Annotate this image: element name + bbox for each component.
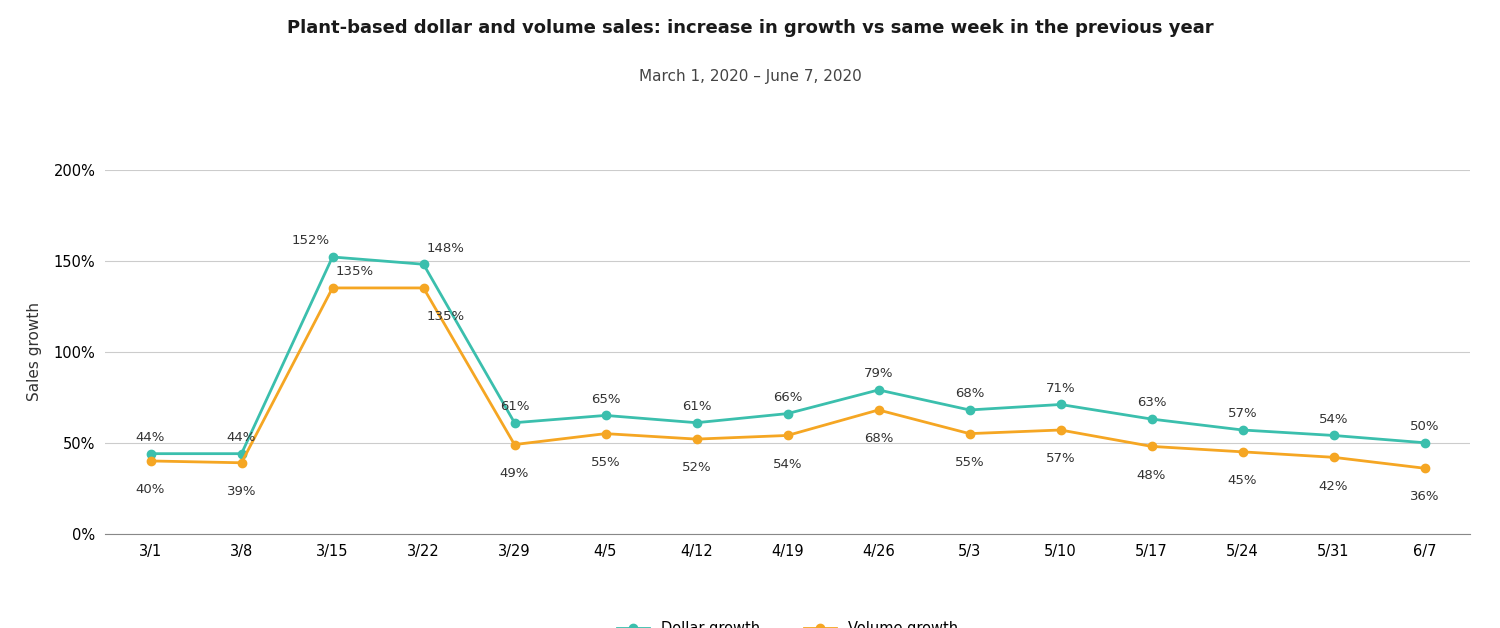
Text: 39%: 39% [226, 485, 256, 498]
Volume growth [778, 431, 796, 439]
Legend: Dollar growth, Volume growth: Dollar growth, Volume growth [618, 621, 957, 628]
Dollar growth [687, 419, 705, 426]
Text: 71%: 71% [1046, 382, 1076, 395]
Text: 68%: 68% [864, 432, 892, 445]
Volume growth [960, 430, 978, 437]
Text: 63%: 63% [1137, 396, 1167, 409]
Text: 79%: 79% [864, 367, 894, 380]
Volume growth [1416, 465, 1434, 472]
Dollar growth [1143, 415, 1161, 423]
Dollar growth [778, 410, 796, 418]
Volume growth [324, 284, 342, 291]
Dollar growth [870, 386, 888, 394]
Dollar growth [324, 253, 342, 261]
Volume growth [1324, 453, 1342, 461]
Dollar growth [1416, 439, 1434, 447]
Dollar growth [232, 450, 250, 457]
Volume growth [1143, 443, 1161, 450]
Text: 48%: 48% [1137, 468, 1166, 482]
Dollar growth [1233, 426, 1251, 434]
Text: 61%: 61% [500, 400, 530, 413]
Text: 45%: 45% [1227, 474, 1257, 487]
Dollar growth [141, 450, 159, 457]
Dollar growth [506, 419, 524, 426]
Text: 55%: 55% [954, 456, 984, 469]
Text: 57%: 57% [1046, 452, 1076, 465]
Text: 135%: 135% [426, 310, 465, 323]
Text: 135%: 135% [336, 265, 374, 278]
Text: 148%: 148% [427, 242, 465, 254]
Volume growth [414, 284, 432, 291]
Volume growth [597, 430, 615, 437]
Volume growth [506, 441, 524, 448]
Text: 44%: 44% [136, 431, 165, 444]
Volume growth [1052, 426, 1070, 434]
Volume growth [141, 457, 159, 465]
Text: 55%: 55% [591, 456, 621, 469]
Line: Volume growth: Volume growth [147, 284, 1428, 472]
Text: 44%: 44% [226, 431, 256, 444]
Text: 54%: 54% [772, 458, 802, 470]
Text: 50%: 50% [1410, 420, 1440, 433]
Text: 42%: 42% [1318, 480, 1348, 492]
Text: Plant-based dollar and volume sales: increase in growth vs same week in the prev: Plant-based dollar and volume sales: inc… [286, 19, 1214, 37]
Y-axis label: Sales growth: Sales growth [27, 302, 42, 401]
Volume growth [232, 459, 250, 467]
Text: 57%: 57% [1227, 408, 1257, 420]
Volume growth [1233, 448, 1251, 456]
Volume growth [870, 406, 888, 414]
Text: March 1, 2020 – June 7, 2020: March 1, 2020 – June 7, 2020 [639, 69, 861, 84]
Text: 49%: 49% [500, 467, 530, 480]
Text: 61%: 61% [681, 400, 711, 413]
Dollar growth [1052, 401, 1070, 408]
Text: 152%: 152% [291, 234, 330, 247]
Dollar growth [1324, 431, 1342, 439]
Text: 52%: 52% [681, 462, 711, 474]
Text: 40%: 40% [136, 483, 165, 496]
Dollar growth [597, 412, 615, 420]
Text: 65%: 65% [591, 392, 621, 406]
Dollar growth [960, 406, 978, 414]
Volume growth [687, 435, 705, 443]
Text: 36%: 36% [1410, 490, 1440, 504]
Text: 54%: 54% [1318, 413, 1348, 426]
Dollar growth [414, 261, 432, 268]
Text: 66%: 66% [772, 391, 802, 404]
Text: 68%: 68% [956, 387, 984, 400]
Line: Dollar growth: Dollar growth [147, 253, 1428, 458]
